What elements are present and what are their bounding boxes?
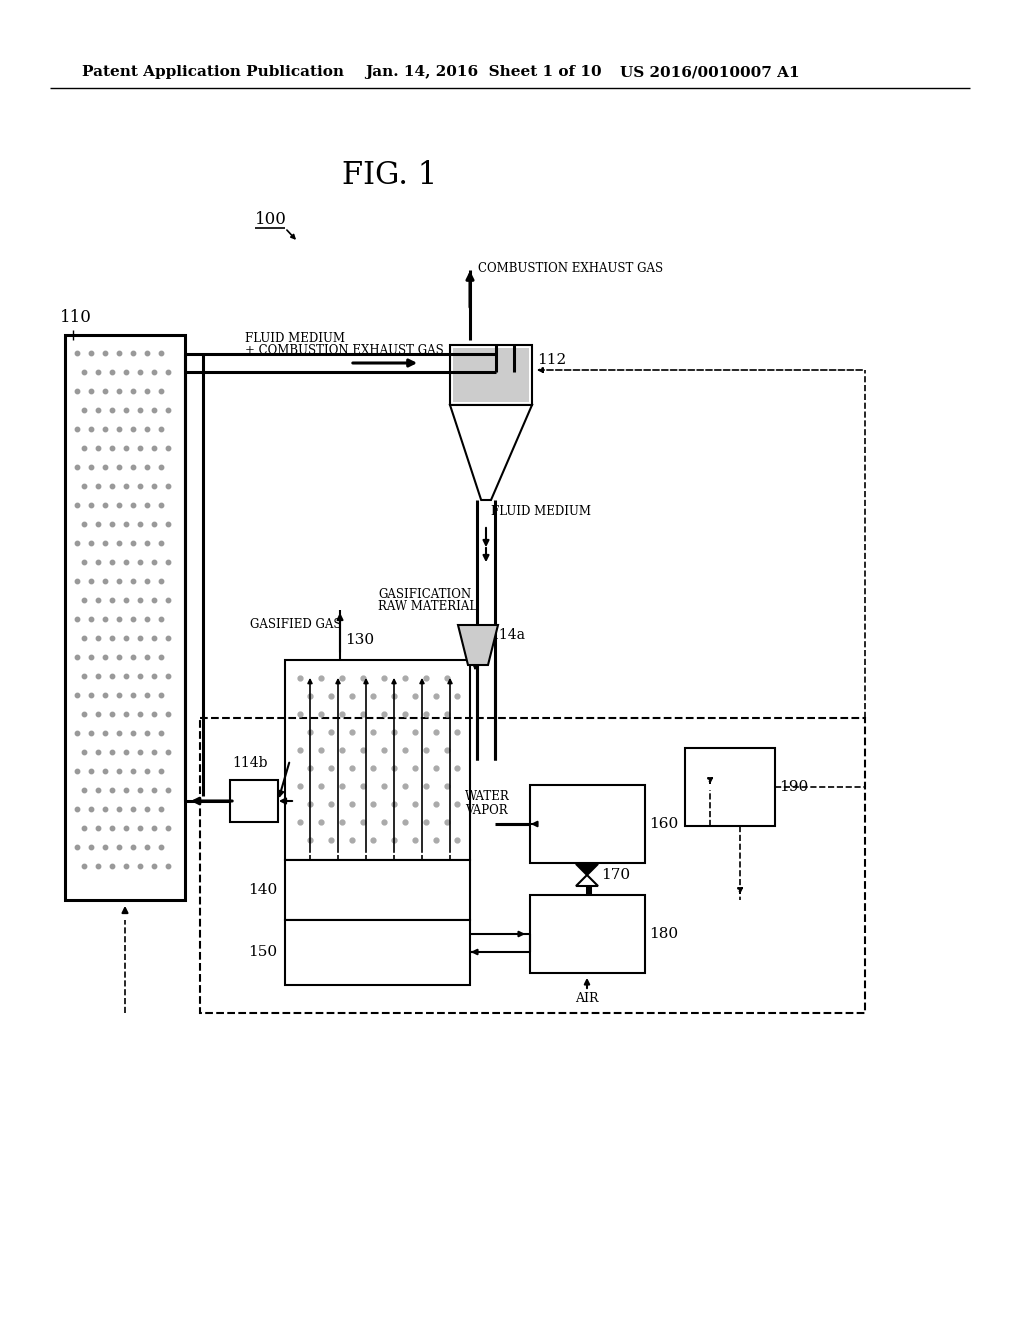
Text: VAPOR: VAPOR <box>465 804 508 817</box>
Bar <box>530 895 645 973</box>
Bar <box>530 785 645 863</box>
Text: 114a: 114a <box>490 628 525 642</box>
Polygon shape <box>458 624 498 665</box>
Text: 190: 190 <box>779 780 808 795</box>
Polygon shape <box>575 865 598 875</box>
Text: 140: 140 <box>248 883 278 898</box>
Text: FLUID MEDIUM: FLUID MEDIUM <box>245 331 345 345</box>
Text: GASIFIED GAS: GASIFIED GAS <box>250 619 341 631</box>
Text: + COMBUSTION EXHAUST GAS: + COMBUSTION EXHAUST GAS <box>245 343 443 356</box>
Text: 112: 112 <box>537 352 566 367</box>
Text: US 2016/0010007 A1: US 2016/0010007 A1 <box>620 65 800 79</box>
Text: 180: 180 <box>649 927 678 941</box>
Bar <box>200 718 865 1012</box>
Text: 170: 170 <box>601 869 630 882</box>
Text: GASIFICATION: GASIFICATION <box>378 589 471 602</box>
Text: 100: 100 <box>255 211 287 228</box>
Text: Jan. 14, 2016  Sheet 1 of 10: Jan. 14, 2016 Sheet 1 of 10 <box>365 65 602 79</box>
Text: RAW MATERIAL: RAW MATERIAL <box>378 601 477 614</box>
Bar <box>285 920 470 985</box>
Text: 110: 110 <box>60 309 92 326</box>
Text: 150: 150 <box>248 945 278 960</box>
Text: FIG. 1: FIG. 1 <box>342 160 437 190</box>
Bar <box>285 660 470 861</box>
Bar <box>450 345 532 405</box>
Bar <box>453 348 529 403</box>
Text: WATER: WATER <box>465 791 510 804</box>
Text: FLUID MEDIUM: FLUID MEDIUM <box>490 506 591 517</box>
Text: AIR: AIR <box>575 991 599 1005</box>
Bar <box>230 780 278 822</box>
Bar <box>285 861 470 920</box>
Text: 114b: 114b <box>232 756 267 770</box>
Bar <box>685 748 775 826</box>
Text: Patent Application Publication: Patent Application Publication <box>82 65 344 79</box>
Polygon shape <box>450 405 532 500</box>
Text: 130: 130 <box>345 634 374 647</box>
Bar <box>65 335 185 900</box>
Text: 160: 160 <box>649 817 678 832</box>
Text: COMBUSTION EXHAUST GAS: COMBUSTION EXHAUST GAS <box>478 261 664 275</box>
Polygon shape <box>575 875 598 886</box>
